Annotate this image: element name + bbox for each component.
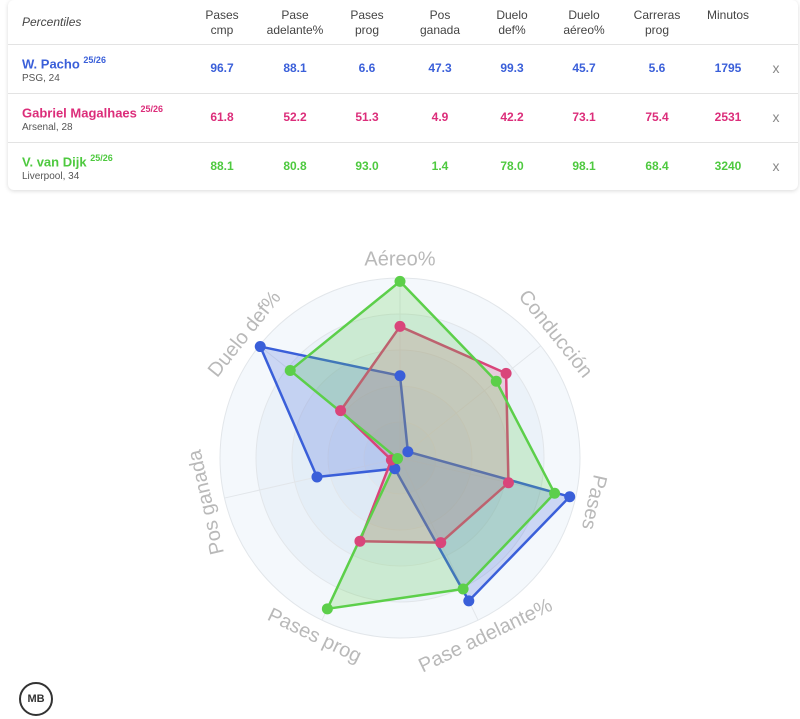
header-line: prog xyxy=(354,23,380,37)
season: 25/26 xyxy=(140,104,164,114)
cell-value: 61.8 xyxy=(210,110,234,124)
data-point xyxy=(394,275,406,287)
player: V. van Dijk xyxy=(22,154,87,170)
cell-value: 68.4 xyxy=(645,159,669,173)
row-divider xyxy=(8,142,798,143)
header-line: Duelo xyxy=(496,8,528,22)
header-line: Carreras xyxy=(633,8,681,22)
cell-value: 47.3 xyxy=(428,61,452,75)
cell-value: 4.9 xyxy=(431,110,449,124)
cell-value: 75.4 xyxy=(645,110,669,124)
cell-value: 99.3 xyxy=(500,61,524,75)
header-line: cmp xyxy=(210,23,234,37)
cell-value: 2531 xyxy=(714,110,742,124)
remove-button[interactable]: x xyxy=(772,158,780,174)
data-point xyxy=(457,583,469,595)
cell-value: 51.3 xyxy=(355,110,379,124)
column-header: Minutos xyxy=(707,8,749,23)
table-label: Percentiles xyxy=(22,15,82,29)
cell-value: 73.1 xyxy=(572,110,596,124)
column-header: Pos ganada xyxy=(420,8,460,38)
table-card: Percentiles Pases cmp Pase adelante% Pases pr… xyxy=(8,0,798,190)
player-name: W. Pacho 25/26 xyxy=(22,55,106,71)
row-divider xyxy=(8,44,798,45)
cell-value: 1.4 xyxy=(431,159,449,173)
data-point xyxy=(500,367,512,379)
data-point xyxy=(335,405,347,417)
series-area xyxy=(288,280,556,611)
header-line: Pases xyxy=(350,8,384,22)
header-line: Duelo xyxy=(568,8,600,22)
cell-value: 52.2 xyxy=(283,110,307,124)
data-point xyxy=(549,487,561,499)
data-point xyxy=(389,463,401,475)
column-header: Pases prog xyxy=(350,8,383,38)
data-point xyxy=(254,341,266,353)
column-header: Pases cmp xyxy=(205,8,238,38)
player-name: Gabriel Magalhaes 25/26 xyxy=(22,104,163,120)
axis-label: Aéreo% xyxy=(364,248,435,270)
cell-value: 45.7 xyxy=(572,61,596,75)
header-line: prog xyxy=(644,23,670,37)
header-line: def% xyxy=(498,23,526,37)
column-header: Duelo aéreo% xyxy=(563,8,604,38)
player-name: V. van Dijk 25/26 xyxy=(22,153,113,169)
data-point xyxy=(564,491,576,503)
cell-value: 78.0 xyxy=(500,159,524,173)
data-point xyxy=(354,535,366,547)
club: Arsenal, 28 xyxy=(22,122,73,133)
cell-value: 80.8 xyxy=(283,159,307,173)
season: 25/26 xyxy=(83,55,106,65)
remove-button[interactable]: x xyxy=(772,60,780,76)
logo: MB xyxy=(19,682,53,716)
cell-value: 3240 xyxy=(714,159,742,173)
column-header: Carreras prog xyxy=(634,8,681,38)
header-line: Pases xyxy=(205,8,239,22)
data-point xyxy=(463,595,475,607)
data-point xyxy=(321,603,333,615)
spoke xyxy=(399,345,542,459)
header-line: adelante% xyxy=(266,23,324,37)
data-point xyxy=(435,537,447,549)
data-point xyxy=(284,364,296,376)
data-point xyxy=(402,446,414,458)
club: PSG, 24 xyxy=(22,73,60,84)
header-line: Minutos xyxy=(706,8,750,22)
row-divider xyxy=(8,93,798,94)
data-point xyxy=(490,375,502,387)
remove-button[interactable]: x xyxy=(772,109,780,125)
cell-value: 5.6 xyxy=(648,61,666,75)
cell-value: 93.0 xyxy=(355,159,379,173)
cell-value: 88.1 xyxy=(210,159,234,173)
data-point xyxy=(394,320,406,332)
axis-label: Pases xyxy=(577,473,611,532)
player: W. Pacho xyxy=(22,56,80,72)
season: 25/26 xyxy=(90,153,113,163)
data-point xyxy=(502,477,514,489)
column-header: Duelo def% xyxy=(496,8,527,38)
cell-value: 98.1 xyxy=(572,159,596,173)
cell-value: 42.2 xyxy=(500,110,524,124)
cell-value: 6.6 xyxy=(358,61,376,75)
header-line: ganada xyxy=(419,23,461,37)
data-point xyxy=(394,370,406,382)
club: Liverpool, 34 xyxy=(22,171,80,182)
data-point xyxy=(311,471,323,483)
cell-value: 88.1 xyxy=(283,61,307,75)
cell-value: 96.7 xyxy=(210,61,234,75)
header-line: Pase xyxy=(281,8,309,22)
column-header: Pase adelante% xyxy=(267,8,324,38)
header-line: aéreo% xyxy=(563,23,605,37)
cell-value: 1795 xyxy=(714,61,742,75)
data-point xyxy=(392,453,404,465)
player: Gabriel Magalhaes xyxy=(22,105,137,121)
header-line: Pos xyxy=(429,8,451,22)
